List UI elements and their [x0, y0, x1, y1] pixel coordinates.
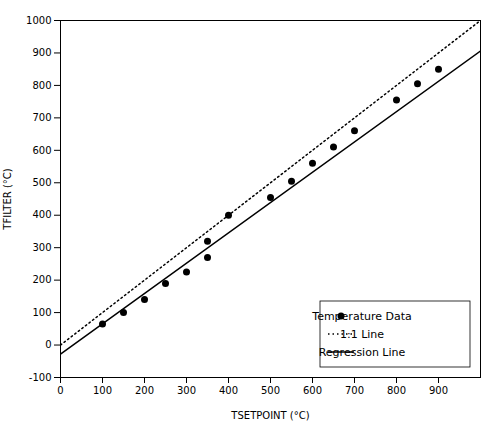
- svg-text:TSETPOINT (°C): TSETPOINT (°C): [230, 410, 309, 421]
- svg-text:0: 0: [57, 385, 63, 396]
- svg-text:700: 700: [32, 112, 51, 123]
- svg-text:300: 300: [177, 385, 196, 396]
- svg-text:100: 100: [93, 385, 112, 396]
- svg-text:200: 200: [32, 274, 51, 285]
- svg-text:100: 100: [32, 307, 51, 318]
- svg-text:800: 800: [387, 385, 406, 396]
- svg-text:900: 900: [32, 47, 51, 58]
- svg-text:500: 500: [32, 177, 51, 188]
- svg-text:-100: -100: [29, 372, 52, 383]
- svg-text:600: 600: [32, 145, 51, 156]
- svg-text:400: 400: [219, 385, 238, 396]
- svg-text:Regression Line: Regression Line: [319, 346, 406, 359]
- svg-text:200: 200: [135, 385, 154, 396]
- svg-text:300: 300: [32, 242, 51, 253]
- svg-text:600: 600: [303, 385, 322, 396]
- svg-text:700: 700: [345, 385, 364, 396]
- svg-text:800: 800: [32, 80, 51, 91]
- svg-text:Temperature Data: Temperature Data: [311, 310, 411, 323]
- svg-text:500: 500: [261, 385, 280, 396]
- svg-text:TFILTER (°C): TFILTER (°C): [2, 168, 13, 230]
- svg-text:1000: 1000: [26, 15, 51, 26]
- svg-text:400: 400: [32, 209, 51, 220]
- svg-text:0: 0: [45, 339, 51, 350]
- svg-text:900: 900: [429, 385, 448, 396]
- svg-text:1:1 Line: 1:1 Line: [340, 328, 384, 341]
